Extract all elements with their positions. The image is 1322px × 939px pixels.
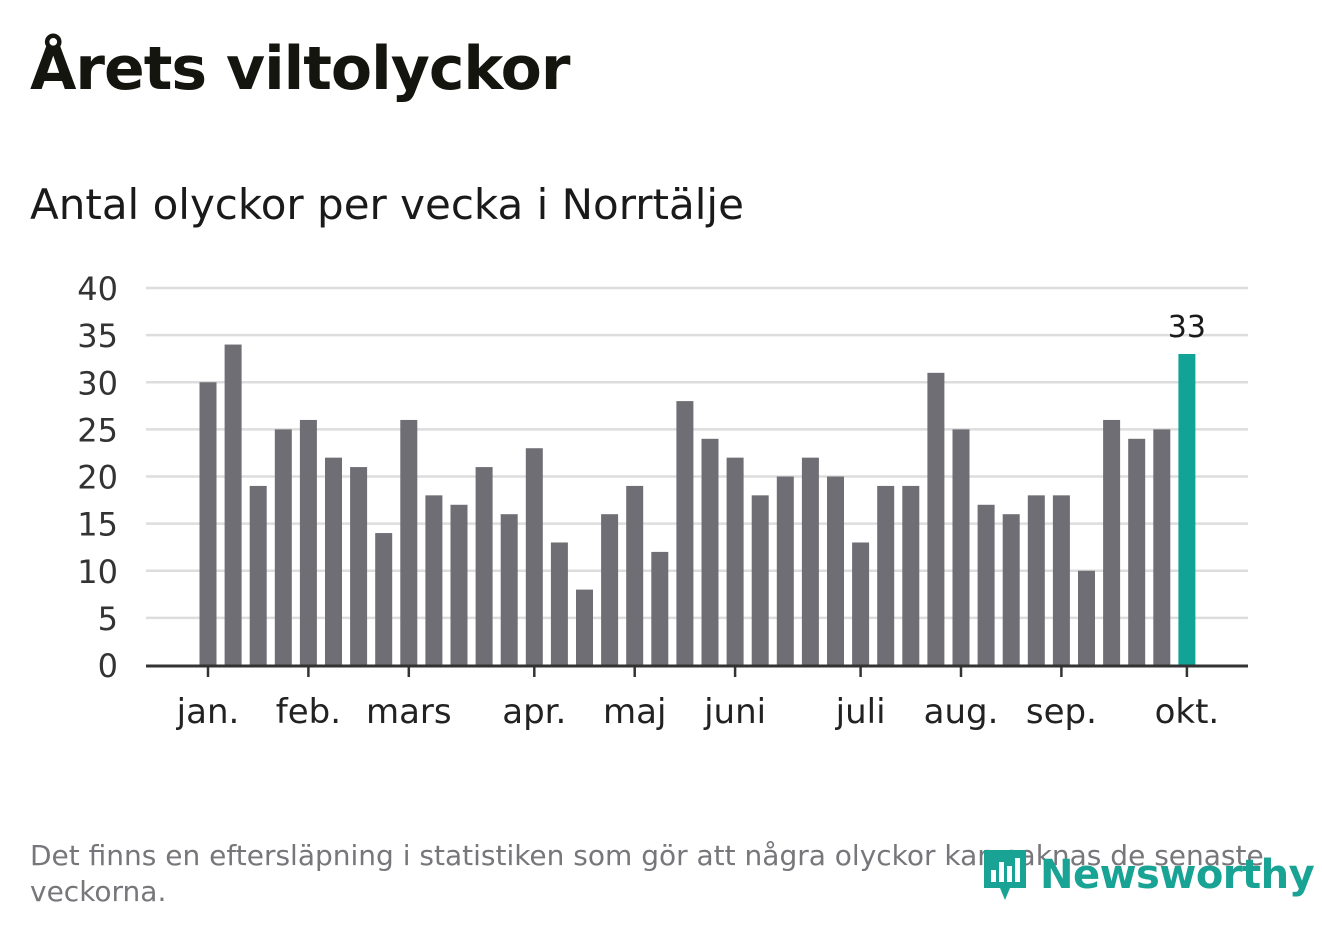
bar xyxy=(1078,570,1095,665)
bar xyxy=(249,485,267,665)
brand-name: Newsworthy xyxy=(1040,852,1315,898)
y-tick-label: 30 xyxy=(77,364,118,402)
y-tick-labels: 0 5 10 15 20 25 30 35 40 xyxy=(77,270,118,685)
bar xyxy=(801,457,819,665)
bar xyxy=(1153,429,1171,665)
data-label: 33 xyxy=(1168,310,1206,345)
bar xyxy=(475,467,493,665)
bar xyxy=(776,476,794,665)
x-tick-label: feb. xyxy=(276,692,341,732)
bar xyxy=(601,514,619,665)
y-tick-label: 0 xyxy=(98,647,118,685)
bar xyxy=(576,589,593,665)
bar xyxy=(1103,419,1121,665)
highlighted-bar xyxy=(1178,353,1196,665)
x-tick-label: sep. xyxy=(1026,692,1097,732)
y-tick-label: 5 xyxy=(98,600,118,638)
bar xyxy=(676,401,694,665)
bar xyxy=(525,448,543,665)
chart-title: Årets viltolyckor xyxy=(30,34,570,104)
chart-subtitle: Antal olyckor per vecka i Norrtälje xyxy=(30,180,744,229)
bar xyxy=(927,372,945,665)
bar xyxy=(400,419,418,665)
bar xyxy=(1128,438,1146,665)
x-tick-label: okt. xyxy=(1155,692,1220,732)
bar xyxy=(450,504,468,665)
bar xyxy=(1027,495,1045,665)
bar xyxy=(350,467,368,665)
y-tick-label: 40 xyxy=(77,270,118,308)
x-tick-label: aug. xyxy=(924,692,999,732)
bar xyxy=(299,419,317,665)
bar xyxy=(224,344,242,665)
x-tick-label: jan. xyxy=(176,692,240,732)
bar xyxy=(701,438,719,665)
bar xyxy=(751,495,769,665)
x-tick-label: apr. xyxy=(502,692,566,732)
y-tick-label: 25 xyxy=(77,411,118,449)
newsworthy-logo-icon xyxy=(984,850,1026,900)
bar xyxy=(199,382,217,665)
bar xyxy=(651,551,669,665)
x-tick-label: mars xyxy=(366,692,452,732)
data-labels: 33 xyxy=(1168,310,1206,345)
bar xyxy=(1002,514,1020,665)
bar xyxy=(425,495,443,665)
y-tick-label: 10 xyxy=(77,553,118,591)
y-tick-label: 35 xyxy=(77,317,118,355)
bars xyxy=(199,344,1196,665)
bar xyxy=(977,504,995,665)
bar xyxy=(877,485,895,665)
bar xyxy=(274,429,292,665)
x-axis xyxy=(146,664,1248,677)
bar xyxy=(550,542,568,665)
bar xyxy=(902,485,920,665)
y-tick-label: 15 xyxy=(77,506,118,544)
footnote: Det finns en eftersläpning i statistiken… xyxy=(30,839,1264,908)
bar xyxy=(852,542,870,665)
bar xyxy=(1052,495,1070,665)
x-tick-labels: jan. feb. mars apr. maj juni juli aug. sep. okt. xyxy=(176,692,1220,732)
bar xyxy=(325,457,342,665)
bar xyxy=(827,476,844,665)
bar xyxy=(626,485,644,665)
bar xyxy=(500,514,518,665)
y-tick-label: 20 xyxy=(77,459,118,497)
bar xyxy=(952,429,970,665)
bar xyxy=(726,457,744,665)
bar-chart: 0 5 10 15 20 25 30 35 40 jan. feb. mars apr. maj juni… xyxy=(77,270,1248,732)
brand-logo: Newsworthy xyxy=(980,846,1315,904)
x-tick-label: juni xyxy=(703,692,766,732)
bar xyxy=(375,533,393,665)
x-tick-label: juli xyxy=(835,692,886,732)
x-tick-label: maj xyxy=(603,692,666,732)
